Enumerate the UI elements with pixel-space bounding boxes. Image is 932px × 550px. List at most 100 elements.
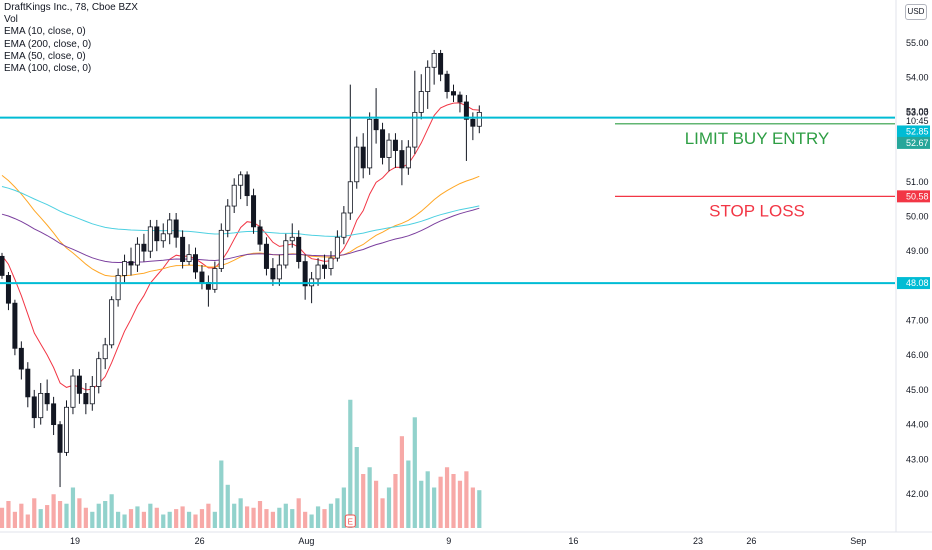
volume-bar [57, 501, 63, 528]
volume-bar [322, 509, 327, 528]
candle-body [147, 226, 153, 252]
candle-body [399, 150, 405, 169]
volume-bar [348, 399, 353, 528]
volume-bar [425, 471, 430, 528]
volume-bar [367, 467, 372, 528]
price-tick-label: 46.00 [906, 350, 929, 360]
volume-bar [470, 487, 475, 528]
volume-bar [232, 503, 237, 528]
volume-bar [180, 506, 185, 528]
volume-layer [0, 399, 482, 528]
candle-body [347, 181, 353, 214]
candle-body [5, 275, 11, 304]
candle-body [167, 219, 173, 235]
candle-body [76, 375, 82, 394]
candle-body [302, 261, 308, 287]
volume-bar [290, 509, 295, 528]
volume-bar [38, 509, 43, 528]
volume-bar [393, 474, 398, 528]
volume-bar [64, 503, 69, 528]
volume-bar [0, 507, 5, 528]
candle-body [457, 94, 463, 103]
currency-button[interactable]: USD [905, 4, 927, 20]
candle-body [373, 118, 379, 131]
annotations-layer: LIMIT BUY ENTRY STOP LOSS E [344, 123, 895, 528]
volume-bar [380, 498, 385, 528]
volume-bar [225, 484, 230, 528]
time-tick-label: 26 [746, 536, 756, 546]
candle-body [251, 195, 257, 228]
levels-layer [0, 116, 895, 285]
candle-body [244, 174, 250, 197]
candle-body [134, 243, 140, 266]
ema-50-line [1, 175, 480, 277]
indicator-ema-100[interactable]: EMA (100, close, 0) [4, 63, 92, 75]
ema-layer [1, 102, 480, 391]
price-tick-label: 45.00 [906, 385, 929, 395]
candle-body [425, 66, 431, 92]
symbol-title[interactable]: DraftKings Inc., 78, Cboe BZX [4, 2, 138, 13]
price-badge-box [897, 190, 930, 203]
volume-bar [451, 474, 456, 528]
annotation-label: STOP LOSS [709, 201, 805, 220]
price-tick-label: 53.00 [906, 107, 929, 117]
time-tick-label: Sep [850, 536, 866, 546]
candle-body [438, 53, 444, 75]
volume-bar [109, 494, 114, 528]
volume-bar [122, 514, 127, 528]
candle-body [341, 212, 347, 238]
candle-body [31, 396, 37, 419]
volume-bar [245, 506, 250, 528]
candles-layer [0, 49, 482, 488]
volume-bar [296, 498, 301, 528]
volume-bar [341, 487, 346, 528]
volume-bar [116, 511, 121, 528]
volume-bar [141, 511, 146, 528]
volume-bar [96, 503, 101, 528]
time-tick-label: 19 [70, 536, 80, 546]
candle-body [173, 219, 179, 238]
time-tick-label: 9 [446, 536, 451, 546]
volume-bar [412, 417, 417, 528]
time-tick-label: 23 [693, 536, 703, 546]
candle-body [257, 226, 263, 245]
candle-body [51, 403, 57, 426]
price-badge-label: 53.03 [906, 106, 929, 116]
candle-body [476, 111, 482, 127]
indicator-ema-10[interactable]: EMA (10, close, 0) [4, 26, 86, 38]
candle-body [276, 264, 282, 280]
candle-body [392, 139, 398, 151]
candle-body [64, 406, 70, 453]
volume-bar [399, 436, 404, 528]
candle-body [199, 271, 205, 283]
candle-body [431, 53, 437, 68]
candle-body [128, 261, 134, 266]
price-tick-label: 44.00 [906, 420, 929, 430]
volume-bar [257, 501, 263, 528]
candle-body [328, 257, 334, 269]
time-axis[interactable]: 1926Aug9162326Sep713 [70, 536, 932, 546]
volume-bar [432, 487, 437, 528]
candle-body [405, 146, 411, 169]
volume-bar [386, 487, 392, 528]
volume-bar [148, 503, 153, 528]
indicator-ema-200[interactable]: EMA (200, close, 0) [4, 38, 92, 50]
earnings-marker-box [344, 514, 356, 528]
candle-body [270, 268, 276, 280]
price-axis[interactable]: 55.0054.0053.0051.0050.0049.0048.0047.00… [0, 0, 932, 533]
indicator-ema-50[interactable]: EMA (50, close, 0) [4, 50, 86, 62]
volume-bar [161, 514, 166, 528]
volume-bar [6, 501, 11, 528]
candle-body [444, 73, 450, 92]
candle-body [367, 118, 373, 169]
price-tick-label: 49.00 [906, 246, 929, 256]
volume-bar [277, 507, 282, 528]
candle-body [263, 243, 269, 269]
volume-bar [335, 498, 340, 528]
indicator-vol[interactable]: Vol [4, 14, 18, 26]
candle-body [212, 268, 218, 290]
candle-body [412, 111, 418, 148]
volume-bar [186, 511, 192, 528]
candle-body [450, 91, 456, 96]
